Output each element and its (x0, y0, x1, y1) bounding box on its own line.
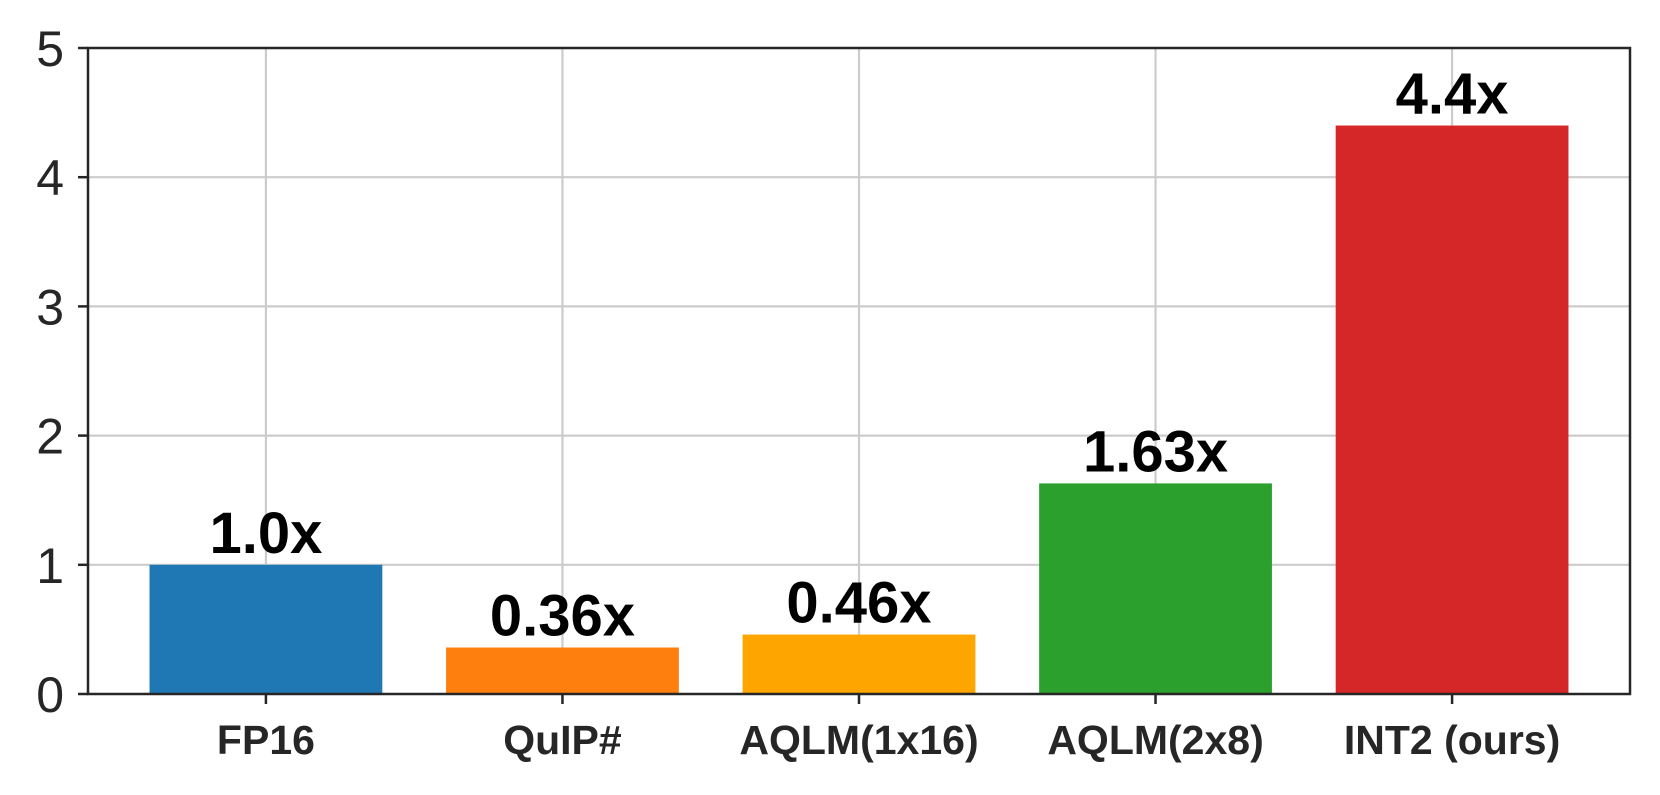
bar-value-label: 0.46x (786, 571, 931, 636)
y-tick-label: 0 (36, 667, 64, 723)
bar-value-label: 0.36x (490, 583, 635, 648)
bar-value-label: 1.63x (1083, 419, 1228, 484)
x-tick-label: AQLM(2x8) (1047, 717, 1263, 763)
y-tick-label: 1 (36, 538, 64, 594)
bar-value-label: 4.4x (1396, 62, 1509, 127)
y-tick-label: 3 (36, 279, 64, 335)
bar-aqlm-1x16 (742, 634, 976, 694)
x-tick-label: FP16 (217, 717, 315, 763)
data-labels: 1.0x 0.36x 0.46x 1.63x 4.4x (209, 62, 1508, 649)
y-tick-label: 2 (36, 409, 64, 465)
y-tick-label: 4 (36, 150, 64, 206)
y-tick-labels: 0 1 2 3 4 5 (36, 21, 64, 723)
x-tick-label: INT2 (ours) (1344, 717, 1560, 763)
bar-quip (446, 647, 679, 694)
x-tick-labels: FP16 QuIP# AQLM(1x16) AQLM(2x8) INT2 (ours) (217, 717, 1560, 763)
x-tick-label: QuIP# (503, 717, 622, 763)
bars (149, 125, 1569, 694)
bar-int2-ours (1335, 125, 1569, 694)
y-tick-label: 5 (36, 21, 64, 77)
bar-value-label: 1.0x (209, 501, 322, 566)
x-tick-label: AQLM(1x16) (739, 717, 978, 763)
bar-fp16 (149, 564, 383, 694)
axis-ticks (78, 46, 1454, 704)
bar-aqlm-2x8 (1039, 483, 1272, 694)
